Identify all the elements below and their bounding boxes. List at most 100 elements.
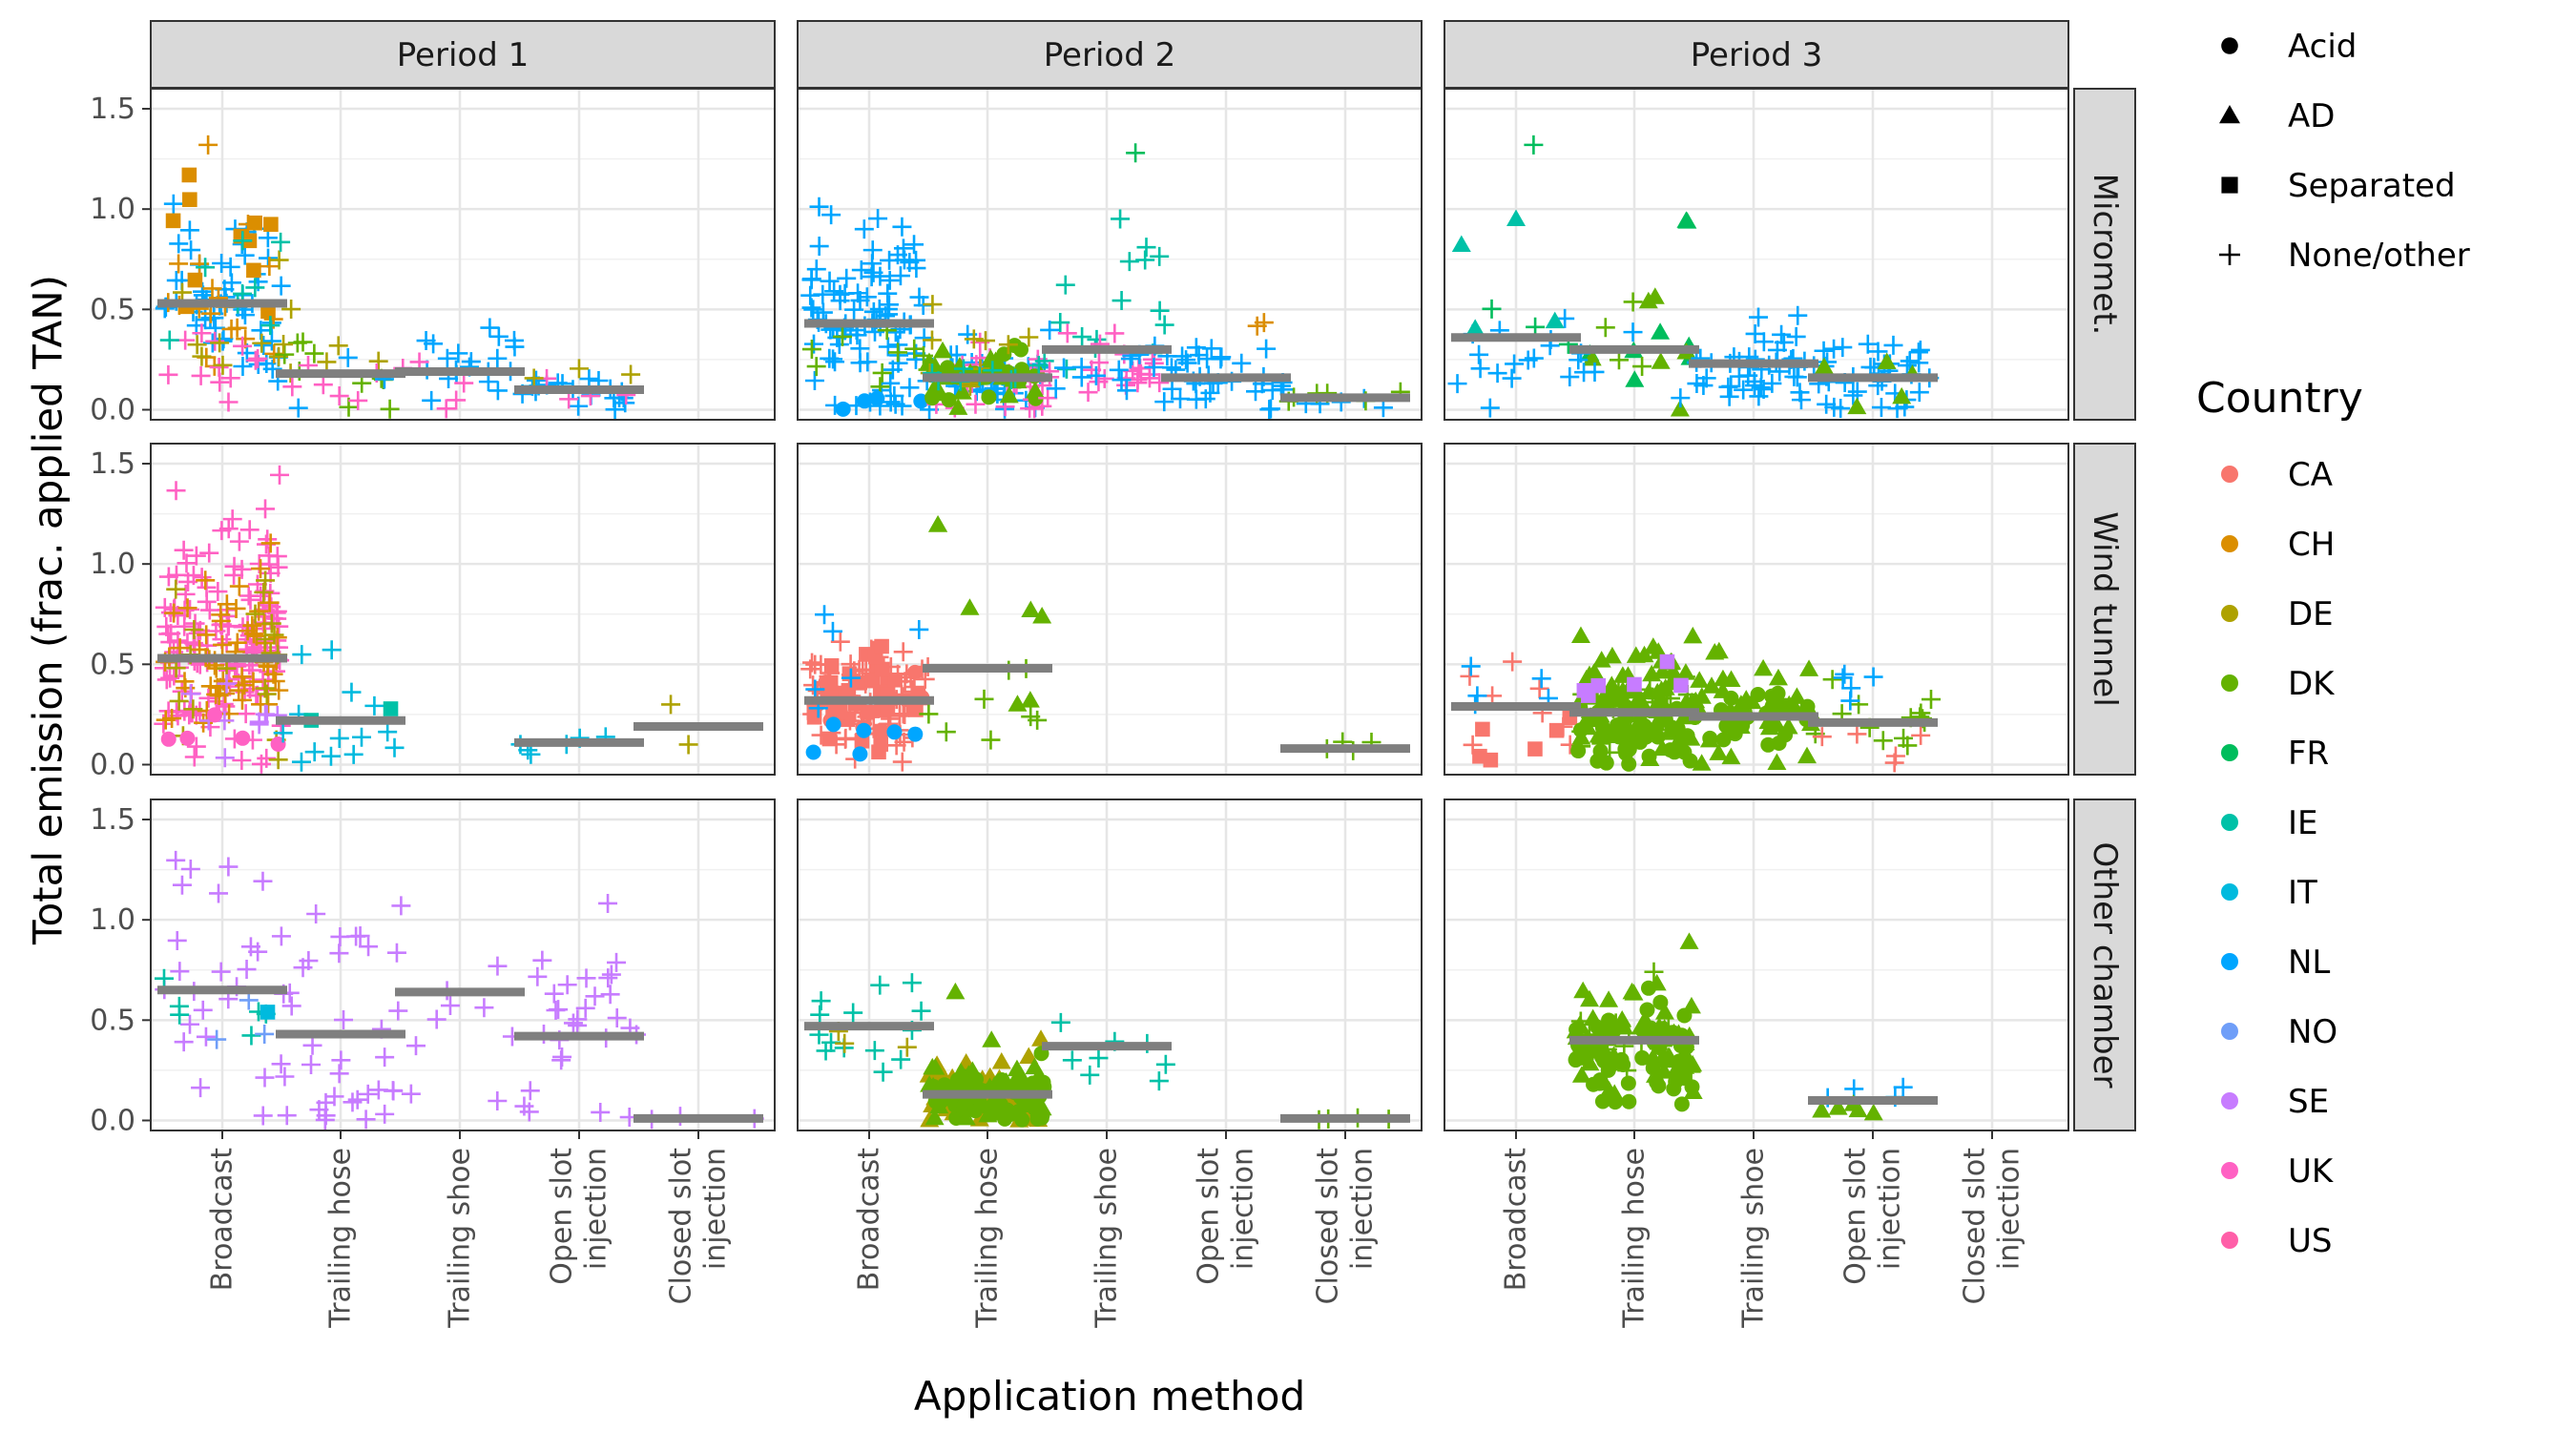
data-point [1734, 380, 1754, 400]
data-point [1149, 1071, 1169, 1091]
data-point [313, 375, 333, 395]
data-point [240, 937, 260, 957]
data-point [261, 613, 281, 633]
x-tick-label: Broadcast [1500, 1148, 1533, 1292]
panel-0-2 [1444, 89, 2068, 420]
data-point [1135, 250, 1155, 270]
data-point [235, 245, 255, 265]
data-point [821, 205, 841, 225]
data-point [184, 747, 204, 767]
data-point [1176, 350, 1196, 370]
data-point [1603, 725, 1619, 741]
data-point [329, 1064, 349, 1084]
data-point [1560, 367, 1580, 387]
data-point [1080, 1065, 1100, 1085]
data-point [1784, 366, 1804, 386]
data-point [872, 363, 892, 383]
panel-background [151, 799, 775, 1130]
data-point [892, 752, 912, 772]
data-point [1028, 710, 1048, 730]
data-point [813, 302, 833, 322]
data-point [264, 625, 284, 645]
data-point [1480, 398, 1500, 418]
x-tick-label: Open slot [1193, 1148, 1226, 1285]
data-point [1749, 386, 1769, 406]
data-point [1910, 340, 1930, 360]
data-point [823, 657, 840, 674]
data-point [1847, 397, 1867, 415]
data-point [1749, 307, 1769, 327]
data-point [1126, 143, 1146, 163]
data-point [974, 689, 994, 709]
data-point [524, 368, 544, 388]
data-point [1574, 1048, 1594, 1068]
data-point [601, 964, 621, 985]
data-point [897, 1037, 917, 1057]
data-point [1777, 727, 1794, 743]
data-point [174, 540, 194, 560]
data-point [519, 1102, 539, 1122]
data-point [605, 400, 625, 420]
data-point [810, 1005, 830, 1025]
data-point [1884, 753, 1904, 773]
data-point [175, 672, 195, 692]
data-point [976, 331, 996, 351]
data-point [174, 1032, 194, 1052]
data-point [253, 871, 273, 891]
data-point [488, 381, 508, 401]
data-point [259, 248, 279, 268]
data-point [1770, 685, 1786, 701]
data-point [1071, 357, 1091, 377]
data-point [955, 1068, 975, 1086]
data-point [1668, 1073, 1684, 1089]
data-point [1893, 1077, 1913, 1097]
data-point [1548, 722, 1565, 738]
data-point [436, 399, 456, 419]
data-point [251, 695, 271, 715]
data-point [1721, 747, 1741, 765]
data-point [269, 680, 289, 700]
data-point [1643, 637, 1663, 654]
data-point [191, 1078, 211, 1098]
data-point [1719, 386, 1739, 406]
data-point [816, 1041, 836, 1061]
data-point [198, 135, 218, 155]
data-point [1579, 665, 1599, 682]
data-point [331, 1050, 351, 1070]
data-point [1824, 339, 1844, 359]
data-point [579, 369, 599, 389]
data-point [858, 352, 878, 372]
data-point [271, 232, 291, 252]
data-point [1644, 962, 1664, 982]
data-point [843, 1003, 863, 1023]
data-point [1028, 390, 1044, 406]
data-point [1260, 399, 1280, 419]
data-point [263, 217, 279, 232]
data-point [1116, 381, 1136, 401]
data-point [546, 1001, 566, 1021]
data-point [380, 399, 400, 419]
data-point [1054, 358, 1074, 378]
data-point [841, 668, 861, 688]
data-point [825, 716, 841, 733]
shape-legend-label: Acid [2288, 28, 2357, 66]
data-point [196, 1027, 216, 1047]
data-point [384, 1081, 404, 1101]
data-point [1591, 734, 1611, 754]
data-point [1750, 687, 1766, 703]
data-point [891, 1049, 911, 1069]
data-point [1502, 368, 1522, 388]
data-point [181, 240, 201, 260]
data-point [544, 984, 564, 1004]
data-point [1651, 352, 1671, 369]
data-point [207, 1029, 227, 1049]
data-point [329, 728, 349, 748]
data-point [208, 582, 228, 602]
data-point [169, 254, 189, 274]
data-point [1144, 358, 1164, 378]
data-point [873, 736, 889, 752]
data-point [1667, 744, 1683, 760]
data-point [904, 235, 924, 255]
color-legend-label: IE [2288, 804, 2318, 842]
data-point [1659, 653, 1675, 670]
